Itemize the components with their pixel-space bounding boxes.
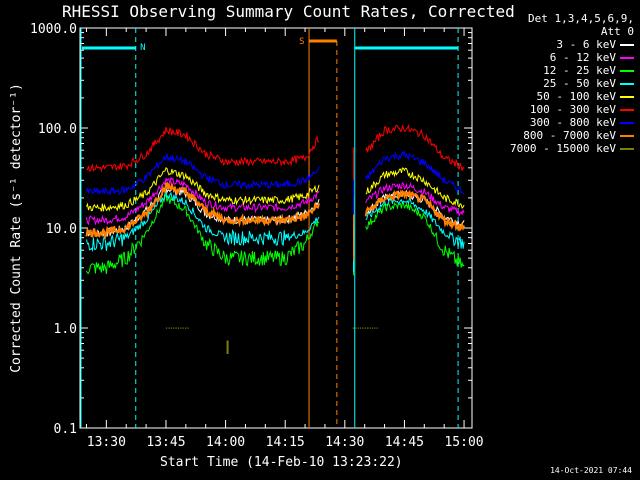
data-point-7000-15000 [359,327,362,329]
y-tick-label: 100.0 [38,122,77,137]
data-point-7000-15000 [369,327,371,329]
data-point-7000-15000 [177,327,180,329]
saa-annotation-label: S [299,37,304,47]
legend-item-label: 12 - 25 keV [543,64,616,77]
y-tick-label: 10.0 [46,222,77,237]
x-tick-label: 14:45 [385,435,424,450]
legend-item: 800 - 7000 keV [474,129,634,142]
legend-swatch [620,134,634,137]
legend-item-label: 300 - 800 keV [529,116,616,129]
legend-swatch [620,95,634,98]
data-point-7000-15000 [371,327,374,329]
data-point-7000-15000 [355,327,357,329]
legend-item-label: 50 - 100 keV [536,90,616,103]
footer-timestamp: 14-Oct-2021 07:44 [550,466,632,475]
y-tick-label: 1000.0 [30,22,77,37]
x-tick-label: 14:00 [206,435,245,450]
legend-item-label: 100 - 300 keV [529,103,616,116]
legend-item: 25 - 50 keV [474,77,634,90]
data-point-7000-15000 [165,327,168,329]
data-point-7000-15000 [170,327,172,329]
data-point-7000-15000 [182,327,184,329]
data-point-7000-15000 [374,327,376,329]
x-tick-label: 15:00 [444,435,483,450]
legend-item: 3 - 6 keV [474,38,634,51]
legend-swatch [620,108,634,111]
legend-header-line-1: Det 1,3,4,5,6,9, [528,12,634,25]
legend-item-label: 25 - 50 keV [543,77,616,90]
legend-item: 6 - 12 keV [474,51,634,64]
data-point-7000-15000 [168,327,170,329]
legend-item: 50 - 100 keV [474,90,634,103]
data-point-7000-15000 [364,327,366,329]
legend-swatch [620,121,634,124]
chart-title: RHESSI Observing Summary Count Rates, Co… [62,2,515,21]
data-point-7000-15000 [367,327,369,329]
series-line-50-100-keV [86,167,465,212]
legend-swatch [620,82,634,85]
series-line-800-7000-keV [85,181,466,240]
series-line-100-300-keV [86,124,465,173]
x-axis-label: Start Time (14-Feb-10 13:23:22) [160,455,403,470]
legend-item-label: 3 - 6 keV [556,38,616,51]
series-line-25-50-keV [86,189,465,253]
legend-item: 300 - 800 keV [474,116,634,129]
legend-swatch [620,56,634,59]
legend-item: 100 - 300 keV [474,103,634,116]
legend-item-label: 7000 - 15000 keV [510,142,616,155]
night-annotation-label: N [140,43,145,53]
data-point-7000-15000 [376,327,378,329]
series-line-12-25-keV [86,193,465,274]
series-line-300-800-keV [86,149,465,196]
x-tick-label: 14:15 [266,435,305,450]
data-point-7000-15000 [362,327,364,329]
data-point-7000-15000 [185,327,187,329]
legend: Det 1,3,4,5,6,9, Att 0 3 - 6 keV 6 - 12 k… [474,12,634,155]
legend-header-line-2: Att 0 [600,25,634,38]
legend-swatch [620,147,634,150]
legend-item-label: 800 - 7000 keV [523,129,616,142]
data-point-7000-15000 [180,327,182,329]
y-axis-label: Corrected Count Rate (s⁻¹ detector⁻¹) [9,83,24,373]
x-tick-label: 13:45 [146,435,185,450]
legend-item: 7000 - 15000 keV [474,142,634,155]
data-point-7000-15000 [175,327,177,329]
legend-item: 12 - 25 keV [474,64,634,77]
legend-swatch [620,43,634,46]
y-tick-label: 0.1 [54,422,77,437]
legend-item-label: 6 - 12 keV [549,51,616,64]
legend-swatch [620,69,634,72]
x-tick-label: 14:30 [325,435,364,450]
data-point-7000-15000 [357,327,359,329]
data-point-7000-15000 [352,327,354,329]
x-tick-label: 13:30 [87,435,126,450]
y-tick-label: 1.0 [54,322,77,337]
series-line-6-12-keV [86,176,465,226]
data-point-7000-15000 [173,327,175,329]
data-point-7000-15000 [187,327,189,329]
